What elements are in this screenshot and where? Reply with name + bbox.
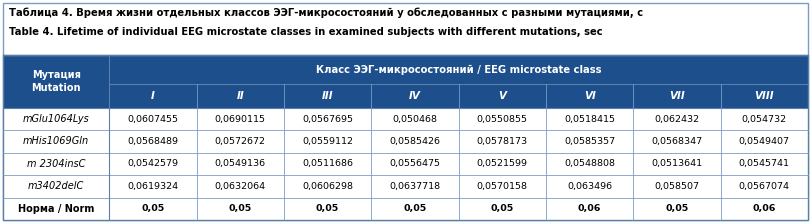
Text: 0,0513641: 0,0513641 [651,159,702,168]
Text: 0,0570158: 0,0570158 [477,182,528,191]
Bar [459,84,546,108]
Text: 0,05: 0,05 [229,204,252,213]
Text: 0,05: 0,05 [665,204,689,213]
Text: II: II [236,91,244,101]
Text: 0,0521599: 0,0521599 [477,159,528,168]
Text: 0,0690115: 0,0690115 [215,115,266,124]
Text: Норма / Norm: Норма / Norm [18,204,94,214]
Bar [371,84,459,108]
Text: 0,0568489: 0,0568489 [127,137,178,146]
Text: mHis1069Gln: mHis1069Gln [23,136,89,147]
Bar [109,55,808,84]
Bar [109,84,196,108]
Text: Table 4. Lifetime of individual EEG microstate classes in examined subjects with: Table 4. Lifetime of individual EEG micr… [9,27,603,37]
Text: mGlu1064Lys: mGlu1064Lys [23,114,89,124]
Bar [3,108,808,130]
Text: 0,05: 0,05 [491,204,514,213]
Text: 0,0549407: 0,0549407 [739,137,790,146]
Text: m3402delC: m3402delC [28,181,84,191]
Bar [633,84,721,108]
Text: m 2304insC: m 2304insC [27,159,85,169]
Text: 0,0607455: 0,0607455 [127,115,178,124]
Bar [721,84,808,108]
Text: 0,0632064: 0,0632064 [215,182,266,191]
Text: 0,063496: 0,063496 [567,182,612,191]
Bar [3,130,808,153]
Bar [3,55,808,220]
Text: 0,0549136: 0,0549136 [215,159,266,168]
Text: IV: IV [409,91,421,101]
Text: 0,06: 0,06 [578,204,601,213]
Text: 0,0578173: 0,0578173 [477,137,528,146]
Text: 0,0606298: 0,0606298 [303,182,353,191]
Bar [3,55,109,108]
Bar [3,198,808,220]
Text: 0,0572672: 0,0572672 [215,137,266,146]
Bar [546,84,633,108]
Bar [196,84,284,108]
Text: 0,0568347: 0,0568347 [651,137,702,146]
Text: 0,0550855: 0,0550855 [477,115,528,124]
Text: 0,0585426: 0,0585426 [389,137,440,146]
Text: 0,0545741: 0,0545741 [739,159,790,168]
Text: 0,05: 0,05 [403,204,427,213]
Text: 0,0556475: 0,0556475 [389,159,440,168]
Text: 0,0548808: 0,0548808 [564,159,616,168]
Bar [3,153,808,175]
Text: Таблица 4. Время жизни отдельных классов ЭЭГ-микросостояний у обследованных с ра: Таблица 4. Время жизни отдельных классов… [9,8,643,19]
Text: 0,0619324: 0,0619324 [127,182,178,191]
Text: 0,05: 0,05 [141,204,165,213]
Text: 0,0542579: 0,0542579 [127,159,178,168]
Text: V: V [498,91,506,101]
Text: I: I [151,91,155,101]
Text: 0,0511686: 0,0511686 [303,159,353,168]
Text: 0,0559112: 0,0559112 [303,137,353,146]
Bar [284,84,371,108]
Text: 0,062432: 0,062432 [654,115,700,124]
Text: 0,0518415: 0,0518415 [564,115,616,124]
Text: 0,0567074: 0,0567074 [739,182,790,191]
Text: 0,050468: 0,050468 [393,115,437,124]
Text: 0,058507: 0,058507 [654,182,699,191]
Text: 0,054732: 0,054732 [742,115,787,124]
Text: 0,0585357: 0,0585357 [564,137,616,146]
Text: 0,05: 0,05 [316,204,339,213]
Text: 0,0567695: 0,0567695 [303,115,353,124]
Text: 0,0637718: 0,0637718 [389,182,440,191]
Text: 0,06: 0,06 [753,204,776,213]
Text: VIII: VIII [754,91,775,101]
Text: Класс ЭЭГ-микросостояний / EEG microstate class: Класс ЭЭГ-микросостояний / EEG microstat… [315,65,602,75]
Text: VII: VII [669,91,684,101]
Text: Мутация
Mutation: Мутация Mutation [32,70,81,93]
Bar [3,175,808,198]
Text: III: III [322,91,333,101]
Text: VI: VI [584,91,595,101]
